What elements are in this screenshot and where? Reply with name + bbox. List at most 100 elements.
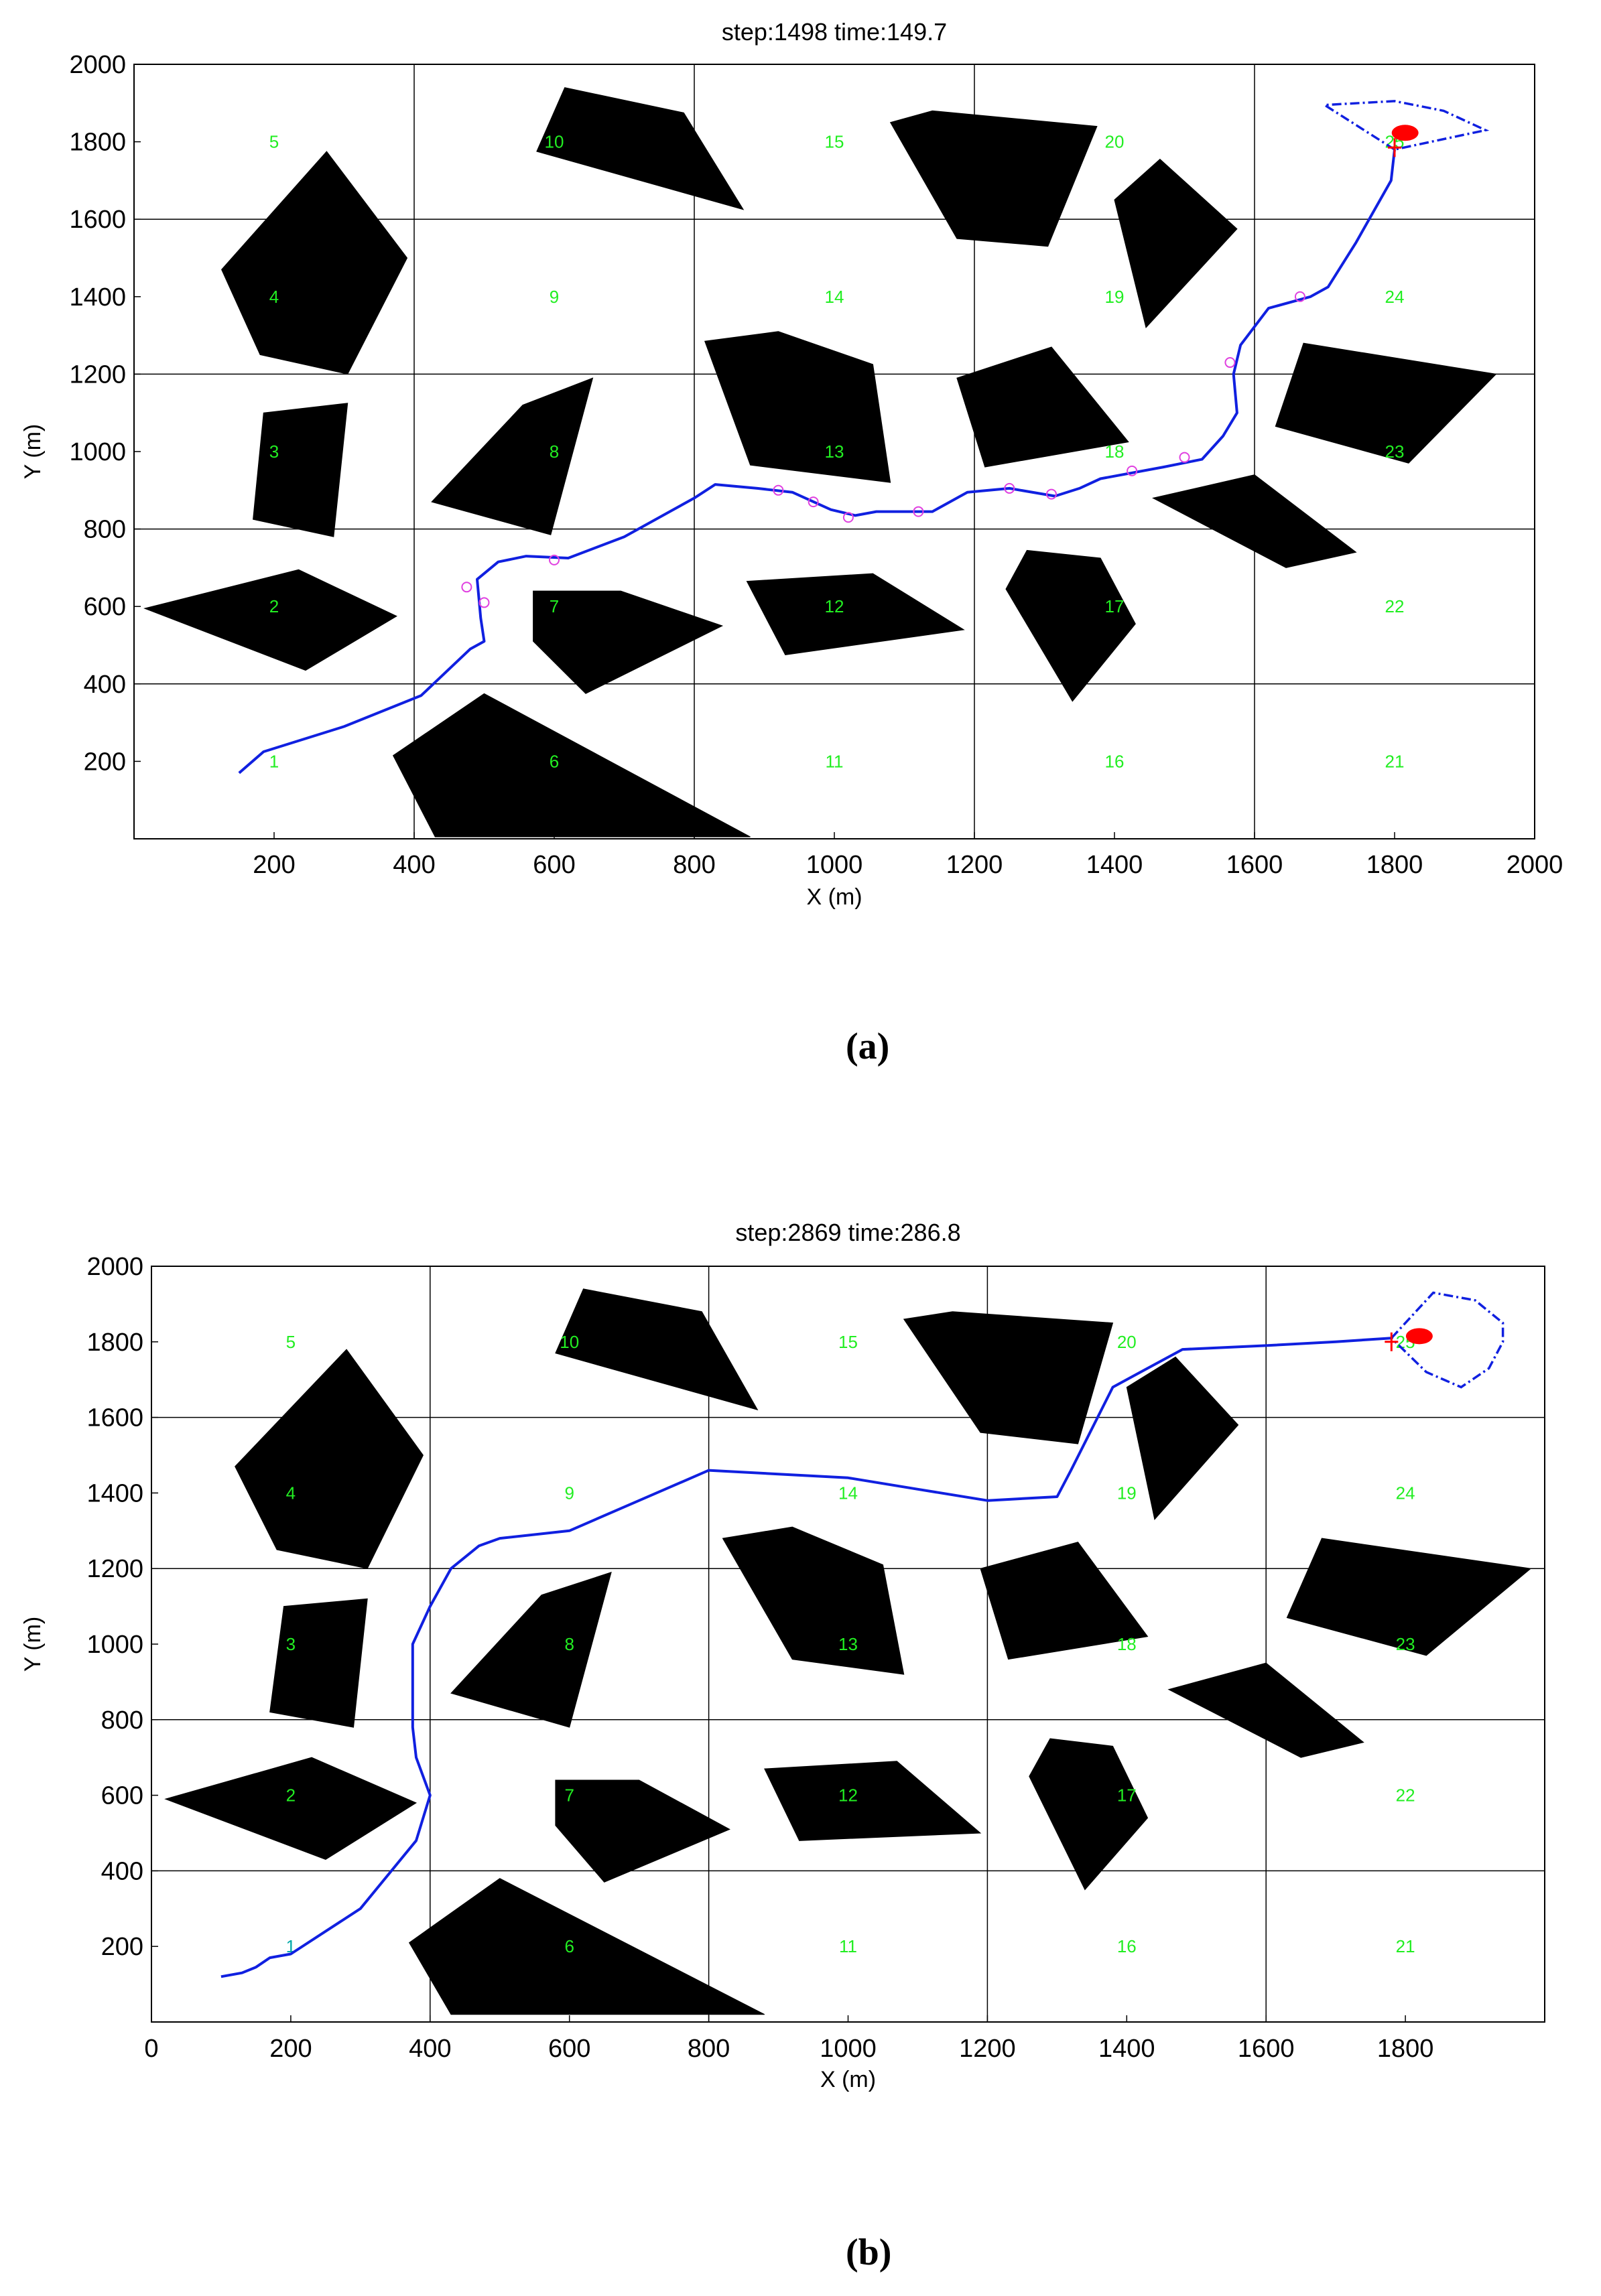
x-tick-label: 1400	[1098, 2035, 1155, 2063]
cell-label: 15	[838, 1332, 858, 1352]
cell-label: 9	[550, 287, 559, 307]
x-tick-label: 1200	[946, 851, 1003, 879]
obstacle-polygon	[143, 569, 397, 671]
obstacle-polygon	[1167, 1662, 1364, 1758]
x-tick-label: 1800	[1366, 851, 1423, 879]
obstacle-polygon	[269, 1598, 368, 1728]
chart-title: step:2869 time:286.8	[735, 1219, 960, 1246]
obstacle-polygon	[956, 346, 1129, 468]
cell-label: 20	[1117, 1332, 1137, 1352]
y-tick-label: 600	[101, 1782, 143, 1810]
x-tick-label: 1400	[1086, 851, 1143, 879]
cell-label: 18	[1117, 1634, 1137, 1654]
y-tick-label: 800	[84, 516, 126, 544]
cell-label: 11	[839, 1936, 857, 1956]
obstacle-polygon	[1286, 1538, 1532, 1656]
cell-label: 8	[550, 442, 559, 462]
y-tick-label: 1600	[86, 1404, 143, 1432]
cell-label: 12	[825, 596, 844, 616]
chart-panel-b: 1234567891011121314151617181920212223242…	[20, 1219, 1545, 2092]
cell-label: 5	[286, 1332, 296, 1352]
cell-label: 13	[838, 1634, 858, 1654]
cell-label: 4	[286, 1483, 296, 1503]
obstacle-polygon	[764, 1761, 982, 1841]
panel-label-a: (a)	[846, 1026, 890, 1067]
obstacle-polygon	[1126, 1356, 1239, 1520]
obstacle-polygon	[1005, 549, 1136, 702]
obstacle-polygon	[722, 1526, 905, 1675]
x-tick-label: 1000	[820, 2035, 877, 2063]
obstacle-polygon	[889, 110, 1098, 247]
x-tick-label: 1000	[806, 851, 863, 879]
y-tick-label: 1800	[69, 129, 126, 157]
obstacle-polygon	[1152, 474, 1357, 568]
x-tick-label: 200	[269, 2035, 312, 2063]
cell-label: 11	[826, 751, 844, 771]
cell-label: 9	[564, 1483, 574, 1503]
cell-label: 10	[545, 132, 564, 152]
cell-label: 23	[1385, 442, 1405, 462]
cell-label: 16	[1117, 1936, 1137, 1956]
obstacle-polygon	[555, 1288, 759, 1411]
cell-label: 5	[269, 132, 279, 152]
x-tick-label: 200	[253, 851, 295, 879]
cell-label: 2	[286, 1785, 296, 1806]
path-marker	[549, 554, 560, 565]
obstacle-polygon	[235, 1349, 424, 1569]
x-tick-label: 400	[393, 851, 435, 879]
chart-panel-a: 1234567891011121314151617181920212223242…	[20, 18, 1563, 910]
cell-label: 22	[1396, 1785, 1415, 1806]
cell-label: 23	[1396, 1634, 1415, 1654]
y-tick-label: 1400	[86, 1479, 143, 1507]
obstacle-polygon	[980, 1542, 1149, 1660]
obstacle-polygon	[253, 403, 348, 537]
y-tick-label: 1600	[69, 206, 126, 234]
cell-label: 7	[564, 1785, 574, 1806]
x-axis-label: X (m)	[806, 884, 862, 910]
path-marker	[478, 597, 490, 608]
cell-label: 3	[269, 442, 279, 462]
cell-label: 24	[1385, 287, 1405, 307]
cell-label: 14	[838, 1483, 858, 1503]
x-tick-label: 2000	[1507, 851, 1563, 879]
path-marker	[1045, 488, 1057, 500]
cell-label: 16	[1105, 751, 1125, 771]
x-tick-label: 1800	[1377, 2035, 1434, 2063]
y-axis-label: Y (m)	[20, 1617, 46, 1672]
path-marker	[913, 506, 924, 517]
obstacle-polygon	[392, 693, 751, 837]
chart-title: step:1498 time:149.7	[722, 18, 947, 46]
x-tick-label: 800	[673, 851, 715, 879]
y-tick-label: 2000	[69, 51, 126, 79]
obstacle-polygon	[704, 331, 891, 483]
cell-label: 8	[564, 1634, 574, 1654]
cell-label: 13	[825, 442, 844, 462]
x-tick-label: 1200	[959, 2035, 1016, 2063]
y-tick-label: 1000	[86, 1631, 143, 1659]
path-marker	[1294, 291, 1305, 302]
obstacle-polygon	[746, 573, 965, 656]
y-tick-label: 2000	[86, 1253, 143, 1281]
cell-label: 2	[269, 596, 279, 616]
x-axis-label: X (m)	[820, 2067, 876, 2092]
y-tick-label: 1000	[69, 438, 126, 466]
target-marker	[1405, 1328, 1433, 1345]
obstacle-polygon	[450, 1572, 612, 1728]
obstacle-polygon	[903, 1311, 1114, 1444]
cell-label: 7	[550, 596, 559, 616]
target-marker	[1391, 125, 1419, 141]
cell-label: 10	[560, 1332, 579, 1352]
x-tick-label: 400	[409, 2035, 451, 2063]
cell-label: 17	[1117, 1785, 1137, 1806]
obstacle-polygon	[1114, 158, 1238, 329]
path-marker	[461, 582, 472, 593]
y-tick-label: 800	[101, 1706, 143, 1735]
cell-label: 6	[564, 1936, 574, 1956]
y-tick-label: 400	[101, 1857, 143, 1885]
obstacle-polygon	[431, 377, 594, 535]
cell-label: 21	[1385, 751, 1405, 771]
cell-label: 3	[286, 1634, 296, 1654]
y-tick-label: 200	[101, 1933, 143, 1961]
x-tick-label: 600	[533, 851, 575, 879]
cell-label: 14	[825, 287, 844, 307]
